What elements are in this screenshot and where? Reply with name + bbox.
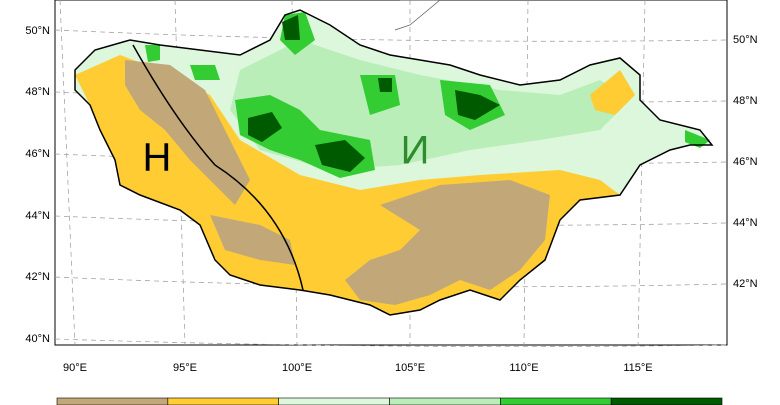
lat-label: 44°N: [733, 217, 758, 229]
border-fragment: [394, 0, 441, 31]
colorbar-segment: [500, 397, 612, 405]
lon-label: 100°E: [282, 362, 312, 374]
right-lat-labels: 50°N 48°N 46°N 44°N 42°N: [733, 34, 758, 290]
region-tan-southeast: [345, 180, 550, 305]
lon-label: 105°E: [395, 362, 425, 374]
colorbar-segment: [56, 397, 169, 405]
lon-label: 90°E: [63, 362, 87, 374]
lat-label: 44°N: [25, 210, 50, 222]
colorbar-segment: [278, 397, 390, 405]
colorbar: [56, 397, 723, 405]
region-label: Н: [143, 136, 172, 180]
lat-label: 48°N: [733, 95, 758, 107]
region-yellow-east: [590, 70, 635, 115]
lon-label: 95°E: [173, 362, 197, 374]
lat-label: 46°N: [733, 156, 758, 168]
lat-label: 42°N: [733, 278, 758, 290]
region-tan-south: [210, 215, 295, 265]
region-tan-west: [125, 60, 250, 205]
lat-label: 50°N: [25, 25, 50, 37]
lon-label: 115°E: [623, 362, 652, 374]
lat-label: 48°N: [25, 86, 50, 98]
lon-labels: 90°E 95°E 100°E 105°E 110°E 115°E: [63, 362, 653, 374]
mongolia-map: [74, 0, 714, 316]
lat-label: 50°N: [733, 34, 758, 46]
lat-label: 40°N: [25, 333, 50, 345]
colorbar-segment: [167, 397, 279, 405]
region-green: [145, 12, 710, 178]
country-border: [74, 9, 714, 316]
zone-divider: [132, 44, 304, 291]
lon-label: 110°E: [509, 362, 538, 374]
left-lat-labels: 50°N 48°N 46°N 44°N 42°N 40°N: [25, 25, 50, 345]
colorbar-segment: [389, 397, 501, 405]
region-label: И: [401, 129, 430, 173]
lat-label: 46°N: [25, 148, 50, 160]
colorbar-segment: [610, 397, 723, 405]
lat-label: 42°N: [25, 271, 50, 283]
